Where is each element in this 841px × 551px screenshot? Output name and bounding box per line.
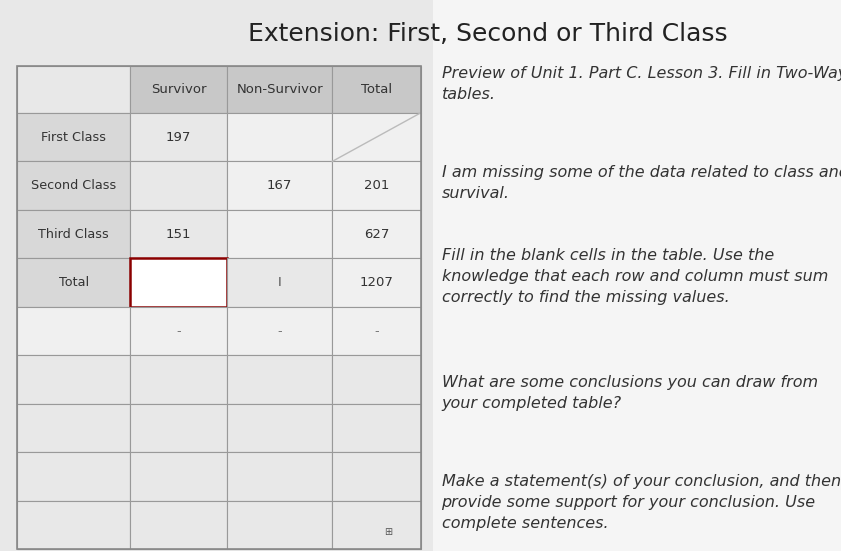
Text: Non-Survivor: Non-Survivor (236, 83, 323, 96)
Text: -: - (374, 325, 378, 338)
Text: First Class: First Class (41, 131, 106, 144)
Text: 197: 197 (166, 131, 192, 144)
Text: 167: 167 (267, 179, 293, 192)
Text: Make a statement(s) of your conclusion, and then
provide some support for your c: Make a statement(s) of your conclusion, … (442, 474, 841, 531)
Text: Fill in the blank cells in the table. Use the
knowledge that each row and column: Fill in the blank cells in the table. Us… (442, 248, 828, 305)
Text: 1207: 1207 (359, 276, 394, 289)
Text: I: I (278, 276, 282, 289)
Text: Third Class: Third Class (38, 228, 109, 241)
Text: Second Class: Second Class (31, 179, 116, 192)
Text: Extension: First, Second or Third Class: Extension: First, Second or Third Class (248, 22, 727, 46)
Text: Survivor: Survivor (151, 83, 206, 96)
Text: 627: 627 (363, 228, 389, 241)
Text: Total: Total (59, 276, 88, 289)
Text: I am missing some of the data related to class and
survival.: I am missing some of the data related to… (442, 165, 841, 201)
Text: -: - (177, 325, 181, 338)
Text: Preview of Unit 1. Part C. Lesson 3. Fill in Two-Way
tables.: Preview of Unit 1. Part C. Lesson 3. Fil… (442, 66, 841, 102)
Text: 201: 201 (363, 179, 389, 192)
Text: What are some conclusions you can draw from
your completed table?: What are some conclusions you can draw f… (442, 375, 817, 410)
Text: -: - (278, 325, 282, 338)
Text: Total: Total (361, 83, 392, 96)
Text: 151: 151 (166, 228, 192, 241)
Text: ⊞: ⊞ (384, 527, 393, 537)
